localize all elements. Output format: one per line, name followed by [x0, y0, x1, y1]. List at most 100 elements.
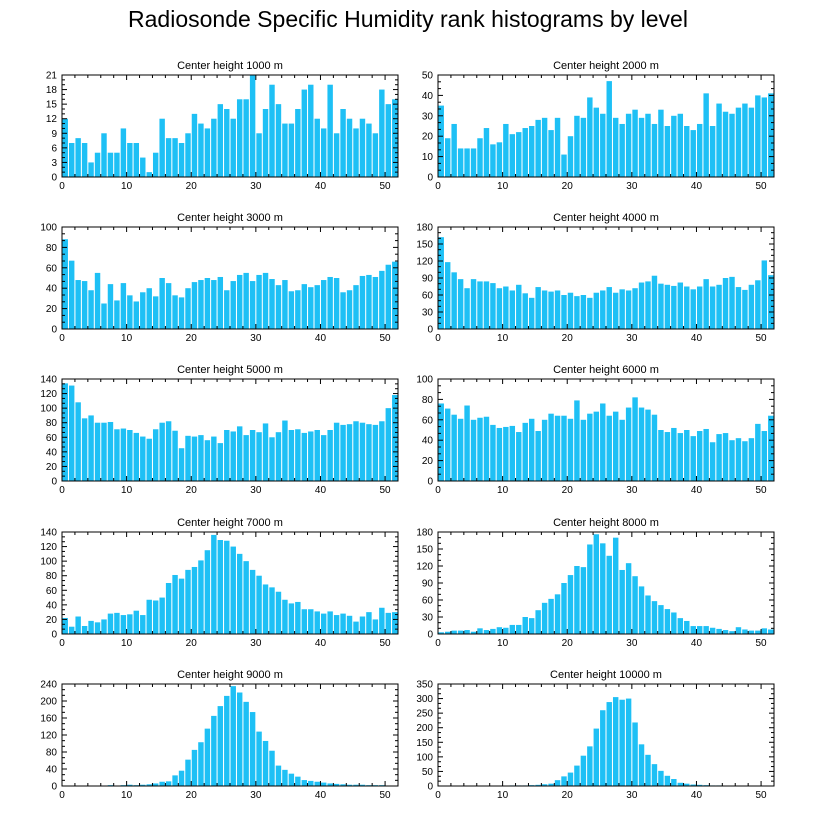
histogram-bar	[107, 421, 114, 481]
histogram-bar	[638, 586, 645, 634]
histogram-bar	[94, 422, 101, 481]
histogram-bar	[159, 278, 165, 329]
histogram-bar	[606, 81, 612, 177]
histogram-bar	[444, 138, 451, 177]
x-tick-label: 50	[380, 790, 392, 801]
histogram-bar	[211, 118, 217, 177]
histogram-bar	[664, 126, 671, 177]
histogram-bar	[230, 686, 236, 787]
histogram-bar	[353, 128, 359, 177]
x-tick-label: 30	[626, 790, 638, 801]
histogram-bar	[696, 626, 703, 634]
x-tick-label: 50	[380, 485, 392, 496]
histogram-bar	[256, 432, 262, 481]
histogram-bar	[477, 417, 483, 481]
histogram-bar	[522, 293, 528, 329]
histogram-bar	[677, 433, 684, 481]
panel-title: Center height 10000 m	[550, 669, 662, 681]
histogram-bar	[288, 603, 295, 634]
histogram-bar	[522, 128, 528, 177]
histogram-bar	[464, 630, 470, 634]
histogram-bar	[320, 613, 327, 634]
histogram-bar	[224, 430, 230, 481]
histogram-bar	[133, 143, 140, 177]
histogram-bar	[275, 765, 282, 786]
histogram-bar	[696, 123, 703, 177]
y-tick-label: 180	[416, 223, 433, 234]
x-tick-label: 10	[121, 638, 133, 649]
histogram-bar	[68, 260, 75, 329]
histogram-bar	[314, 781, 320, 786]
y-tick-label: 40	[46, 600, 58, 611]
histogram-bar	[75, 402, 81, 481]
x-tick-label: 30	[626, 181, 638, 192]
histogram-bar	[191, 282, 198, 329]
histogram-bar	[308, 287, 314, 329]
histogram-bar	[684, 286, 690, 329]
histogram-bar	[548, 130, 554, 177]
histogram-bar	[535, 610, 541, 634]
histogram-bar	[755, 280, 761, 329]
histogram-panel: Center height 8000 m 0 10 20 30 40 50 0 30 60 90 12…	[416, 517, 775, 649]
histogram-bar	[81, 281, 88, 329]
histogram-bar	[444, 262, 451, 329]
histogram-bar	[574, 400, 580, 481]
histogram-bar	[127, 430, 133, 481]
histogram-bar	[385, 408, 392, 481]
histogram-bar	[101, 422, 107, 481]
y-tick-label: 60	[46, 586, 58, 597]
histogram-bar	[606, 415, 612, 481]
histogram-bar	[320, 128, 327, 177]
histogram-bar	[625, 407, 632, 481]
panel-title: Center height 9000 m	[177, 669, 283, 681]
histogram-bar	[696, 431, 703, 481]
histogram-bar	[385, 264, 392, 329]
histogram-bar	[444, 631, 451, 634]
histogram-bar	[204, 128, 211, 177]
histogram-bar	[68, 385, 75, 481]
histogram-bar	[600, 113, 606, 177]
y-tick-label: 20	[422, 132, 434, 143]
histogram-bar	[554, 780, 561, 786]
histogram-bar	[632, 288, 638, 329]
histogram-bar	[722, 111, 729, 177]
histogram-bar	[664, 775, 671, 786]
histogram-bar	[230, 118, 236, 177]
y-tick-label: 150	[416, 738, 433, 749]
histogram-bar	[140, 615, 146, 634]
histogram-bar	[451, 123, 457, 177]
histogram-bar	[541, 602, 548, 634]
histogram-bar	[308, 84, 314, 177]
histogram-bar	[438, 237, 444, 329]
histogram-bar	[587, 297, 593, 329]
histogram-bar	[359, 422, 366, 481]
histogram-bar	[580, 295, 587, 329]
histogram-bar	[146, 288, 152, 329]
histogram-bar	[483, 630, 490, 634]
histogram-bar	[88, 162, 94, 177]
histogram-bar	[392, 612, 398, 634]
y-tick-label: 10	[422, 152, 434, 163]
x-tick-label: 10	[497, 485, 509, 496]
plot-frame	[61, 683, 399, 787]
x-tick-label: 10	[497, 181, 509, 192]
histogram-bar	[301, 284, 308, 329]
histogram-bar	[269, 437, 275, 481]
histogram-bar	[88, 620, 94, 634]
histogram-bar	[217, 104, 224, 177]
y-tick-label: 12	[46, 114, 58, 125]
histogram-bar	[593, 107, 600, 177]
histogram-bar	[165, 138, 172, 177]
histogram-bar	[593, 292, 600, 329]
histogram-bar	[327, 276, 333, 329]
histogram-bar	[716, 284, 722, 329]
histogram-bar	[567, 418, 574, 481]
histogram-bar	[600, 543, 606, 634]
histogram-bar	[172, 775, 178, 787]
histogram-bar	[114, 429, 120, 481]
x-tick-label: 10	[121, 181, 133, 192]
histogram-bar	[600, 403, 606, 481]
histogram-bar	[548, 291, 554, 329]
histogram-bar	[275, 104, 282, 177]
histogram-bar	[722, 433, 729, 481]
